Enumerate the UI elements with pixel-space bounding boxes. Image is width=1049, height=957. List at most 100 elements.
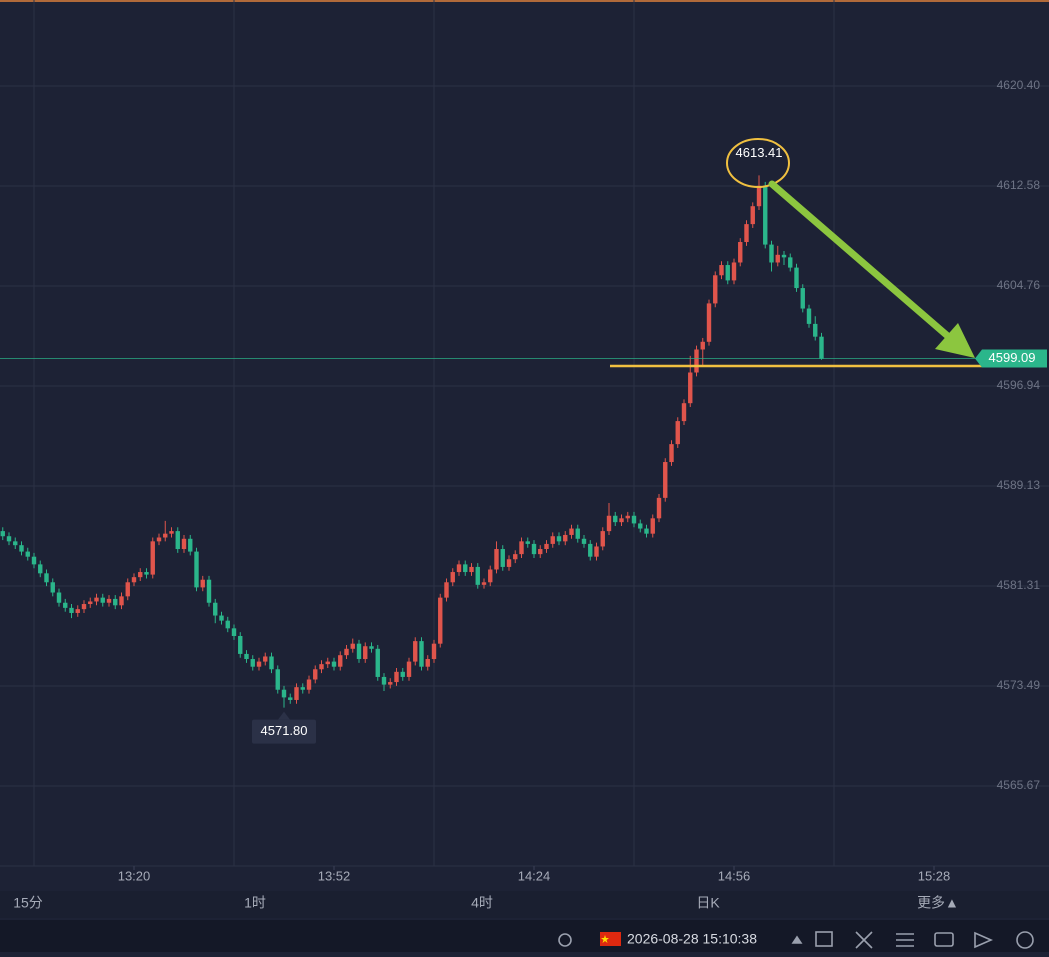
candle-body [131, 577, 137, 583]
candle-body [425, 659, 430, 667]
candle-body [544, 543, 549, 550]
candle-body [200, 579, 205, 588]
candle-body [644, 528, 649, 534]
icon[interactable] [558, 933, 572, 947]
candle-body [144, 572, 149, 575]
candle-body [675, 421, 680, 445]
candle-body [469, 566, 474, 573]
candle-body [606, 515, 612, 532]
y-tick-label: 4581.31 [997, 578, 1041, 592]
period-tab[interactable]: 4时 [471, 895, 493, 911]
candle-body [406, 661, 412, 677]
candle-body [806, 308, 812, 324]
icon[interactable] [1016, 931, 1034, 949]
candle-body [688, 372, 693, 404]
flag [600, 932, 621, 946]
candle-body [581, 538, 587, 544]
candle-body [369, 646, 374, 649]
candle-body [500, 549, 505, 567]
top-border [0, 0, 1049, 2]
icon[interactable] [974, 931, 993, 949]
icon[interactable] [815, 931, 833, 947]
toolbar-icons [558, 931, 1034, 949]
candle-body [813, 323, 818, 337]
candle-body [713, 275, 718, 304]
candle-body [575, 528, 580, 539]
candle-body [781, 254, 787, 258]
candle-body [300, 687, 305, 690]
candle-body [281, 689, 287, 698]
candle-body [788, 257, 793, 268]
candle-body [381, 676, 387, 685]
candle-body [419, 641, 424, 667]
candle-body [775, 254, 780, 263]
vertical-grid [33, 0, 835, 866]
period-tab[interactable]: 1时 [244, 895, 266, 911]
candle-body [538, 549, 543, 555]
y-tick-label: 4620.40 [997, 78, 1041, 92]
arrow-shaft [768, 180, 954, 342]
candle-body [25, 551, 30, 557]
candle-body [256, 661, 262, 667]
candle-body [725, 265, 730, 281]
period-tab[interactable]: 15分 [13, 895, 43, 911]
candle-body [494, 549, 499, 570]
candle-body [375, 648, 380, 677]
icon[interactable] [791, 935, 803, 944]
candle-body [219, 615, 224, 621]
candle-body [363, 646, 368, 660]
candle-body [125, 582, 130, 597]
candle-body [344, 648, 349, 656]
candle-body [188, 538, 193, 552]
x-tick-label: 13:52 [318, 868, 351, 883]
candle-body [706, 303, 712, 342]
candle-body [294, 687, 299, 700]
candle-body [525, 541, 530, 544]
candle-body [756, 185, 762, 207]
candle-body [431, 643, 437, 660]
candle-body [94, 597, 99, 602]
icon[interactable] [855, 931, 873, 949]
candle-body [475, 566, 480, 585]
candle-body [0, 531, 5, 537]
y-tick-label: 4612.58 [997, 178, 1041, 192]
y-tick-label: 4596.94 [997, 378, 1041, 392]
period-tab[interactable]: 更多▲ [917, 895, 959, 911]
candles-layer [0, 175, 824, 708]
candle-body [394, 671, 399, 683]
candle-body [44, 573, 49, 583]
candle-body [244, 653, 249, 660]
candle-body [225, 620, 230, 629]
candle-body [463, 564, 468, 573]
candle-body [681, 403, 687, 422]
low-label: 4571.80 [261, 723, 308, 738]
candle-body [106, 598, 112, 603]
candle-body [113, 598, 118, 606]
candle-body [350, 643, 355, 649]
icon[interactable] [934, 932, 954, 947]
candle-body [194, 551, 199, 588]
candle-body [313, 669, 318, 680]
low-label-box [252, 719, 316, 744]
last-price-badge [975, 349, 1047, 368]
last-price-label: 4599.09 [989, 350, 1036, 365]
peak-circle [726, 138, 790, 188]
high-label: 4613.41 [736, 145, 783, 160]
candle-body [531, 543, 537, 555]
candle-body [88, 601, 93, 605]
candle-body [506, 559, 512, 567]
candle-body [450, 572, 455, 583]
candle-body [513, 554, 518, 560]
y-tick-label: 4589.13 [997, 478, 1041, 492]
candle-body [269, 656, 274, 670]
candle-body [669, 444, 674, 463]
candle-body [456, 564, 462, 573]
icon[interactable] [896, 933, 914, 947]
candle-body [750, 206, 755, 225]
candle-body [150, 541, 155, 575]
candle-body [56, 592, 62, 603]
candle-body [819, 336, 824, 359]
candle-body [769, 244, 774, 263]
period-tab[interactable]: 日K [696, 895, 720, 911]
